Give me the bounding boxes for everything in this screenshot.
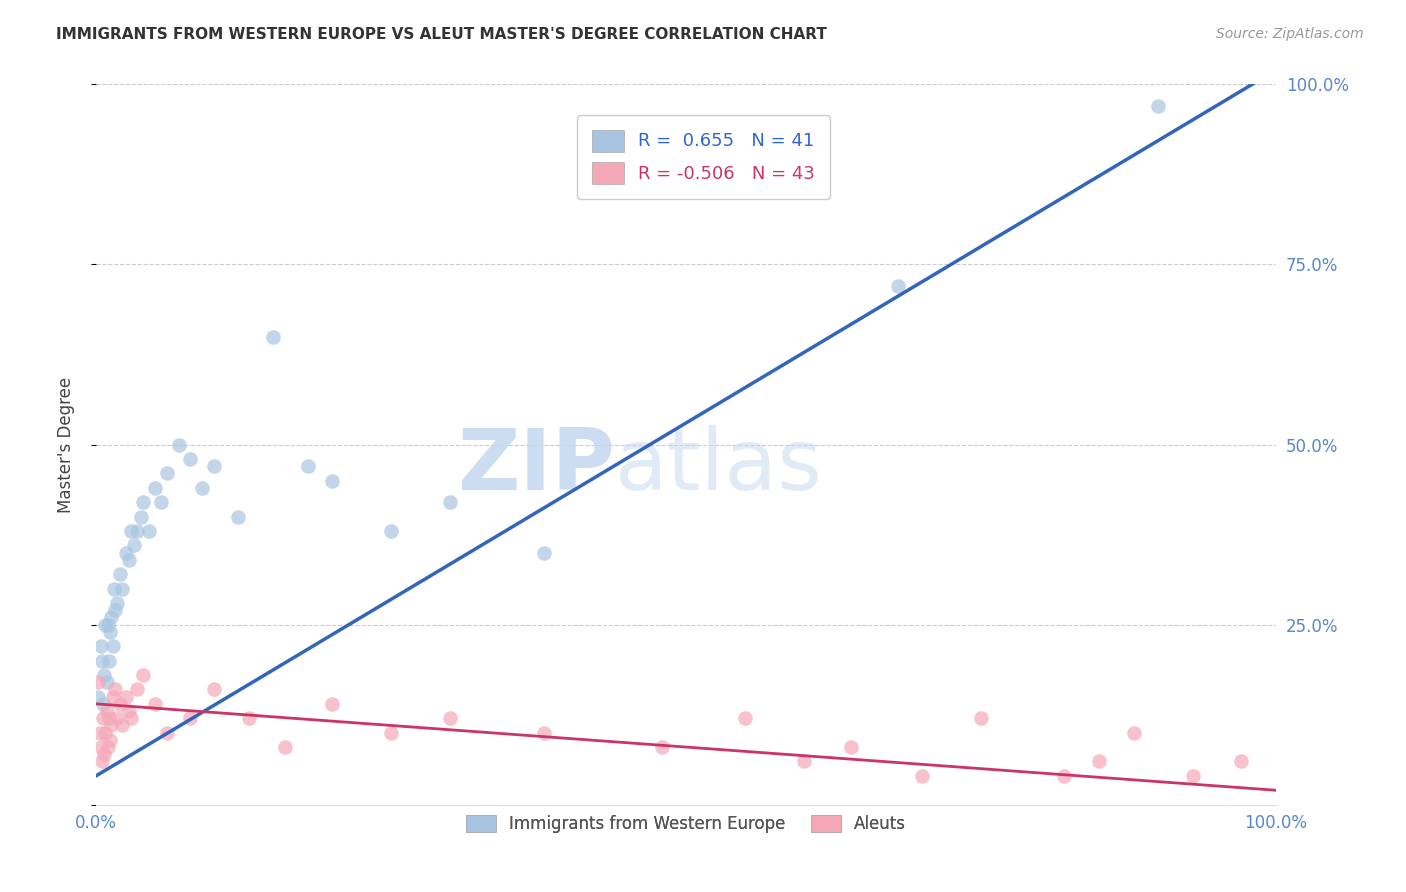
Point bbox=[96, 704, 118, 718]
Point bbox=[118, 553, 141, 567]
Point bbox=[1088, 755, 1111, 769]
Point bbox=[132, 668, 155, 682]
Point bbox=[734, 711, 756, 725]
Point bbox=[120, 711, 142, 725]
Point bbox=[111, 582, 134, 596]
Point bbox=[533, 725, 555, 739]
Point bbox=[96, 675, 118, 690]
Point bbox=[793, 755, 815, 769]
Point bbox=[156, 467, 179, 481]
Point bbox=[380, 725, 402, 739]
Point bbox=[887, 279, 910, 293]
Point bbox=[439, 495, 461, 509]
Point bbox=[651, 740, 673, 755]
Point bbox=[297, 459, 319, 474]
Point bbox=[111, 718, 134, 732]
Point bbox=[533, 546, 555, 560]
Point bbox=[839, 740, 862, 755]
Point bbox=[90, 740, 112, 755]
Point bbox=[179, 711, 201, 725]
Point bbox=[87, 690, 110, 704]
Point bbox=[98, 624, 121, 639]
Point bbox=[321, 697, 343, 711]
Point bbox=[114, 546, 136, 560]
Point bbox=[127, 682, 149, 697]
Point bbox=[98, 654, 121, 668]
Point bbox=[93, 668, 115, 682]
Point bbox=[156, 725, 179, 739]
Point bbox=[191, 481, 214, 495]
Point bbox=[105, 596, 128, 610]
Point bbox=[380, 524, 402, 538]
Point bbox=[122, 538, 145, 552]
Point bbox=[120, 524, 142, 538]
Point bbox=[90, 639, 112, 653]
Point bbox=[94, 617, 117, 632]
Point bbox=[149, 495, 172, 509]
Point bbox=[970, 711, 993, 725]
Point bbox=[274, 740, 297, 755]
Point bbox=[439, 711, 461, 725]
Point bbox=[118, 704, 141, 718]
Point bbox=[132, 495, 155, 509]
Point bbox=[1123, 725, 1146, 739]
Point bbox=[1147, 99, 1170, 113]
Point bbox=[911, 769, 934, 783]
Point bbox=[1182, 769, 1205, 783]
Point bbox=[127, 524, 149, 538]
Point bbox=[202, 459, 225, 474]
Text: IMMIGRANTS FROM WESTERN EUROPE VS ALEUT MASTER'S DEGREE CORRELATION CHART: IMMIGRANTS FROM WESTERN EUROPE VS ALEUT … bbox=[56, 27, 827, 42]
Point bbox=[129, 509, 152, 524]
Point bbox=[87, 675, 110, 690]
Point bbox=[93, 747, 115, 762]
Point bbox=[179, 452, 201, 467]
Text: ZIP: ZIP bbox=[457, 425, 616, 508]
Point bbox=[238, 711, 260, 725]
Point bbox=[90, 654, 112, 668]
Point bbox=[114, 690, 136, 704]
Text: Source: ZipAtlas.com: Source: ZipAtlas.com bbox=[1216, 27, 1364, 41]
Point bbox=[103, 582, 125, 596]
Point bbox=[262, 329, 284, 343]
Point bbox=[101, 690, 124, 704]
Point bbox=[97, 740, 120, 755]
Y-axis label: Master's Degree: Master's Degree bbox=[58, 376, 75, 513]
Point bbox=[91, 711, 114, 725]
Legend: Immigrants from Western Europe, Aleuts: Immigrants from Western Europe, Aleuts bbox=[460, 808, 912, 839]
Point bbox=[90, 755, 112, 769]
Point bbox=[143, 481, 166, 495]
Point bbox=[143, 697, 166, 711]
Text: atlas: atlas bbox=[616, 425, 824, 508]
Point bbox=[167, 437, 190, 451]
Point bbox=[98, 711, 121, 725]
Point bbox=[104, 603, 127, 617]
Point bbox=[100, 610, 122, 624]
Point bbox=[94, 725, 117, 739]
Point bbox=[97, 617, 120, 632]
Point bbox=[104, 682, 127, 697]
Point bbox=[89, 725, 111, 739]
Point bbox=[1229, 755, 1251, 769]
Point bbox=[321, 474, 343, 488]
Point bbox=[105, 711, 128, 725]
Point bbox=[202, 682, 225, 697]
Point bbox=[100, 718, 122, 732]
Point bbox=[138, 524, 160, 538]
Point bbox=[91, 697, 114, 711]
Point bbox=[108, 697, 131, 711]
Point bbox=[98, 732, 121, 747]
Point bbox=[226, 509, 249, 524]
Point bbox=[108, 567, 131, 582]
Point bbox=[101, 639, 124, 653]
Point bbox=[1053, 769, 1076, 783]
